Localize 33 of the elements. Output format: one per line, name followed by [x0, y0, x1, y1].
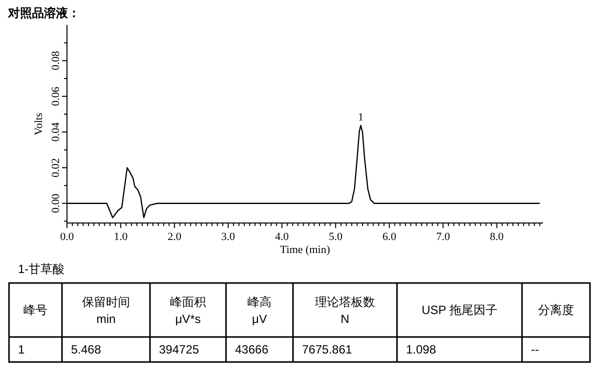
text: 7675.861: [302, 342, 352, 356]
text: 分离度: [538, 303, 574, 317]
y-axis-title: Volts: [33, 112, 45, 136]
text: 峰面积 μV*s: [170, 295, 206, 326]
x-tick-label: 6.0: [382, 231, 397, 243]
text: 理论塔板数 N: [315, 295, 375, 326]
text: 5.468: [71, 342, 102, 356]
text: 保留时间 min: [82, 295, 130, 326]
x-tick-label: 1.0: [114, 231, 128, 243]
x-tick-label: 5.0: [328, 231, 343, 243]
y-tick-label: 0.02: [50, 158, 62, 178]
y-tick-label: 0.00: [50, 193, 62, 214]
x-tick-label: 2.0: [168, 231, 182, 243]
text: --: [531, 342, 539, 356]
chart-title: 对照品溶液：: [7, 6, 80, 20]
text: 1.098: [406, 342, 436, 356]
x-tick-label: 8.0: [490, 231, 504, 243]
text: 1: [18, 342, 25, 356]
x-axis-title: Time (min): [280, 244, 330, 256]
x-tick-label: 0.0: [60, 231, 74, 243]
x-tick-label: 4.0: [275, 231, 290, 243]
text: 1-甘草酸: [18, 262, 65, 276]
x-tick-label: 7.0: [436, 231, 450, 243]
annotation: 1: [358, 111, 364, 124]
text: 峰高 μV: [248, 295, 272, 326]
text: 394725: [159, 342, 200, 356]
y-tick-label: 0.04: [50, 122, 62, 142]
text: 43666: [235, 342, 269, 356]
text: 峰号: [24, 303, 48, 317]
x-tick-label: 3.0: [221, 231, 236, 243]
y-tick-label: 0.08: [50, 50, 62, 70]
y-tick-label: 0.06: [50, 86, 62, 106]
text: USP 拖尾因子: [422, 303, 498, 317]
